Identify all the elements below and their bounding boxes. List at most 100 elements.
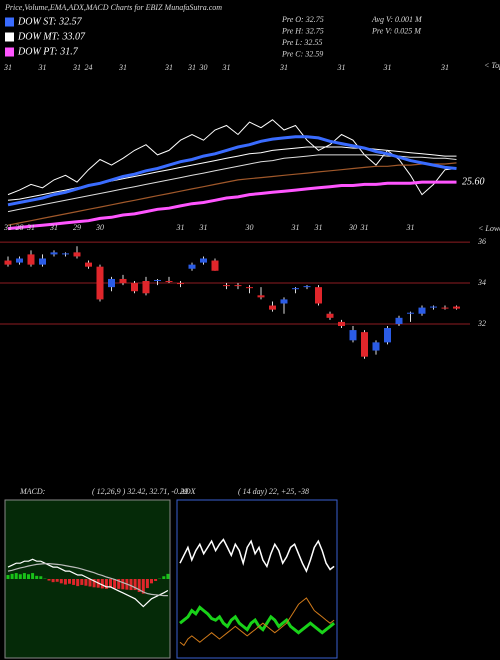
candle-body [430, 306, 437, 308]
legend-label: DOW PT: 31.7 [17, 46, 79, 57]
x-tick-label: 29 [73, 223, 81, 232]
histogram-bar [104, 579, 108, 589]
legend-swatch [5, 32, 14, 42]
histogram-bar [22, 573, 26, 579]
candle-body [407, 312, 414, 314]
histogram-bar [113, 579, 117, 589]
panel-subtitle: ( 12,26,9 ) 32.42, 32.71, -0.29 [92, 487, 188, 496]
candle-body [85, 262, 92, 267]
series-line [7, 180, 457, 231]
histogram-bar [63, 579, 67, 585]
candle-body [418, 307, 426, 314]
candle-body [73, 252, 81, 257]
candle-body [16, 258, 23, 263]
histogram-bar [88, 579, 92, 587]
candle-body [441, 307, 449, 309]
candle-body [292, 288, 299, 290]
y-tick-label: 36 [477, 237, 486, 246]
candle-body [257, 295, 265, 298]
histogram-bar [117, 579, 121, 589]
histogram-bar [72, 579, 76, 585]
x-tick-label: 28 [16, 223, 24, 232]
annotation: < Lowest [478, 224, 500, 233]
candle-body [188, 264, 196, 269]
stat-label: Avg V: 0.001 M [371, 15, 423, 24]
x-tick-label: 31 [164, 63, 173, 72]
stat-label: Pre L: 32.55 [281, 38, 322, 47]
histogram-bar [51, 579, 55, 583]
candle-body [361, 332, 368, 357]
x-tick-label: 31 [222, 63, 231, 72]
histogram-bar [76, 579, 80, 587]
series-line [179, 538, 335, 573]
series-line [7, 154, 457, 213]
x-tick-label: 31 [406, 223, 415, 232]
histogram-bar [150, 579, 153, 584]
x-tick-label: 30 [348, 223, 357, 232]
panel [176, 499, 338, 659]
candle-body [62, 253, 69, 255]
histogram-bar [84, 579, 88, 586]
histogram-bar [27, 574, 30, 579]
x-tick-label: 31 [38, 63, 47, 72]
histogram-bar [68, 579, 71, 584]
candle-body [142, 281, 150, 294]
annotation: < Top [484, 61, 500, 70]
candle-body [211, 260, 219, 271]
histogram-bar [145, 579, 149, 589]
histogram-bar [55, 579, 59, 582]
x-tick-label: 30 [245, 223, 254, 232]
y-tick-label: 32 [477, 319, 486, 328]
histogram-bar [154, 579, 158, 581]
legend-label: DOW ST: 32.57 [17, 16, 83, 27]
candle-body [234, 285, 242, 287]
x-tick-label: 31 [291, 223, 300, 232]
histogram-bar [162, 576, 166, 579]
x-tick-label: 31 [3, 63, 12, 72]
series-line [7, 563, 168, 597]
candle-body [349, 330, 357, 341]
x-tick-label: 31 [176, 223, 185, 232]
histogram-bar [141, 579, 145, 594]
series-line [7, 135, 457, 207]
legend-swatch [5, 47, 14, 57]
histogram-bar [14, 573, 18, 579]
candle-body [384, 328, 391, 343]
candle-body [453, 306, 460, 309]
histogram-bar [109, 579, 112, 588]
x-tick-label: 31 [187, 63, 196, 72]
stat-label: Pre O: 32.75 [281, 15, 324, 24]
y-tick-label: 25.60 [462, 176, 485, 187]
x-tick-label: 31 [279, 63, 288, 72]
histogram-bar [31, 573, 35, 579]
x-tick-label: 31 [360, 223, 369, 232]
histogram-bar [80, 579, 84, 585]
candle-body [50, 252, 58, 255]
histogram-bar [59, 579, 63, 584]
x-tick-label: 31 [440, 63, 449, 72]
candle-body [326, 313, 334, 318]
candle-body [223, 285, 230, 287]
x-tick-label: 31 [118, 63, 127, 72]
x-tick-label: 31 [383, 63, 392, 72]
x-tick-label: 31 [337, 63, 346, 72]
x-tick-label: 31 [72, 63, 81, 72]
candle-body [315, 287, 322, 304]
series-line [179, 597, 335, 647]
histogram-bar [92, 579, 96, 588]
candle-body [372, 342, 380, 351]
x-tick-label: 30 [95, 223, 104, 232]
page-title: Price,Volume,EMA,ADX,MACD Charts for EBI… [4, 3, 222, 12]
candle-body [280, 299, 288, 304]
panel-title: MACD: [19, 487, 46, 496]
candle-body [96, 266, 104, 300]
candle-body [246, 287, 253, 289]
series-line [7, 119, 457, 196]
candle-body [154, 279, 161, 281]
candle-body [200, 258, 207, 263]
x-tick-label: 31 [199, 223, 208, 232]
candle-body [395, 317, 403, 324]
candle-body [108, 278, 115, 288]
histogram-bar [129, 579, 133, 591]
candle-body [39, 258, 46, 265]
